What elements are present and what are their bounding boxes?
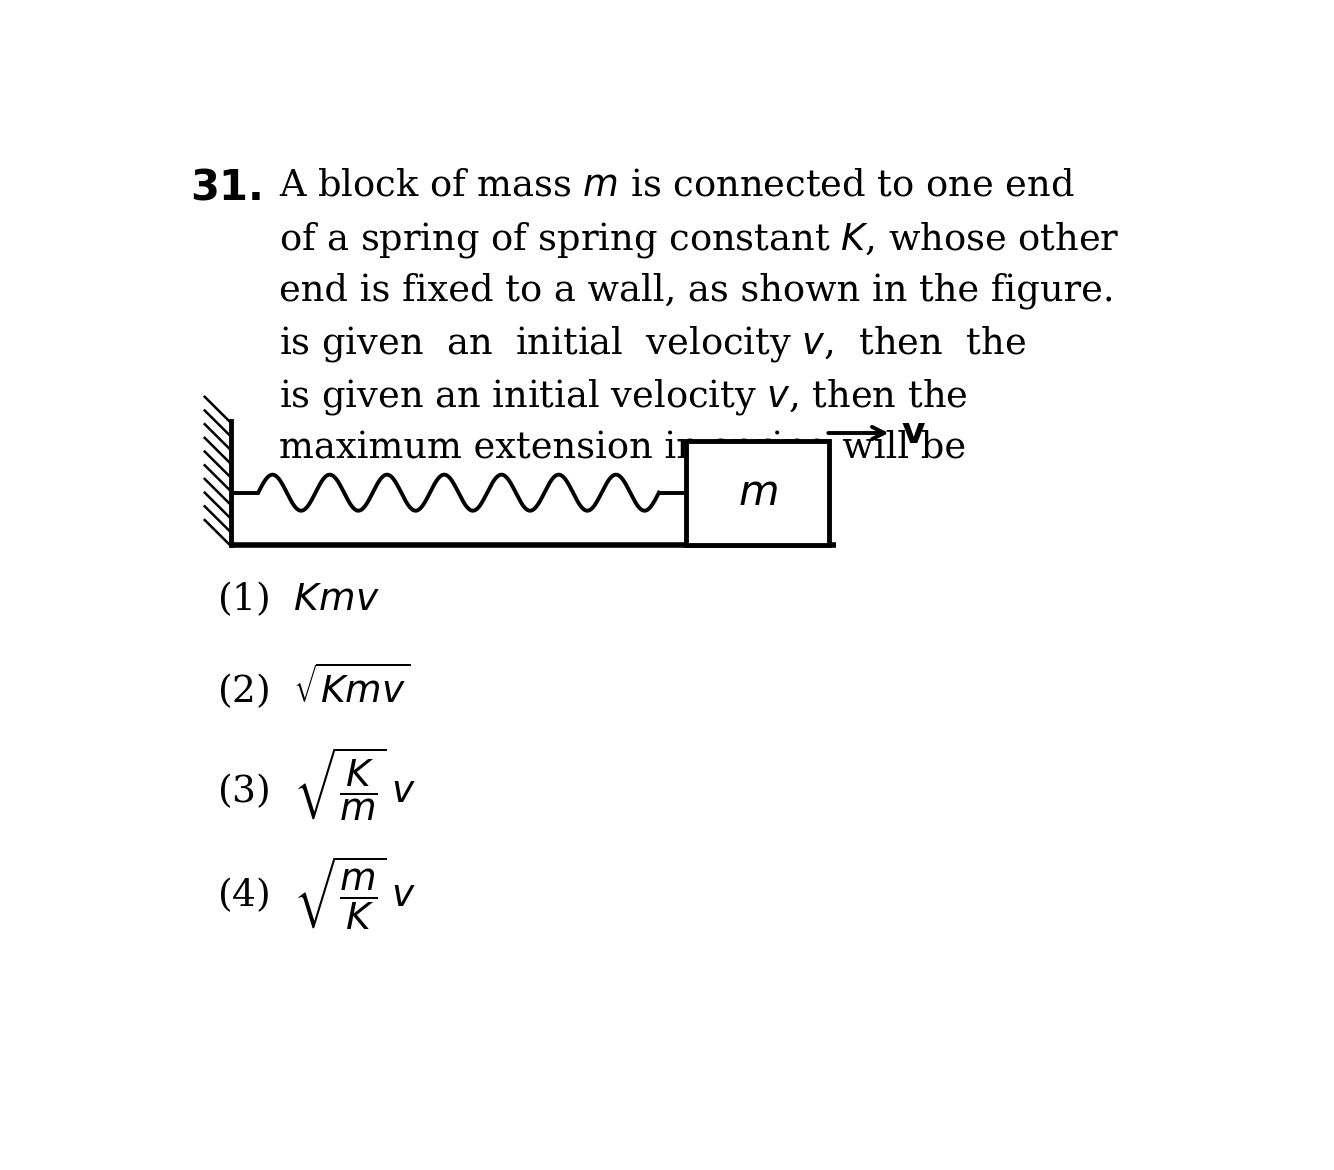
Text: is given an initial velocity $v$, then the: is given an initial velocity $v$, then t… bbox=[279, 377, 967, 417]
Bar bbox=[686, 441, 830, 545]
Text: maximum extension in spring will be: maximum extension in spring will be bbox=[279, 429, 966, 466]
Text: (3)  $\sqrt{\dfrac{K}{m}}\,v$: (3) $\sqrt{\dfrac{K}{m}}\,v$ bbox=[217, 745, 416, 821]
Text: end is fixed to a wall, as shown in the figure.: end is fixed to a wall, as shown in the … bbox=[279, 273, 1115, 309]
Text: (4)  $\sqrt{\dfrac{m}{K}}\,v$: (4) $\sqrt{\dfrac{m}{K}}\,v$ bbox=[217, 854, 416, 931]
Text: A block of mass $m$ is connected to one end: A block of mass $m$ is connected to one … bbox=[279, 167, 1075, 204]
Text: of a spring of spring constant $K$, whose other: of a spring of spring constant $K$, whos… bbox=[279, 220, 1119, 260]
Text: $\mathbf{v}$: $\mathbf{v}$ bbox=[900, 417, 926, 450]
Text: 31.: 31. bbox=[189, 167, 264, 209]
Text: $m$: $m$ bbox=[738, 472, 778, 514]
Text: (2)  $\sqrt{Kmv}$: (2) $\sqrt{Kmv}$ bbox=[217, 660, 411, 710]
Text: (1)  $Kmv$: (1) $Kmv$ bbox=[217, 579, 380, 618]
Text: is given  an  initial  velocity $v$,  then  the: is given an initial velocity $v$, then t… bbox=[279, 324, 1026, 364]
